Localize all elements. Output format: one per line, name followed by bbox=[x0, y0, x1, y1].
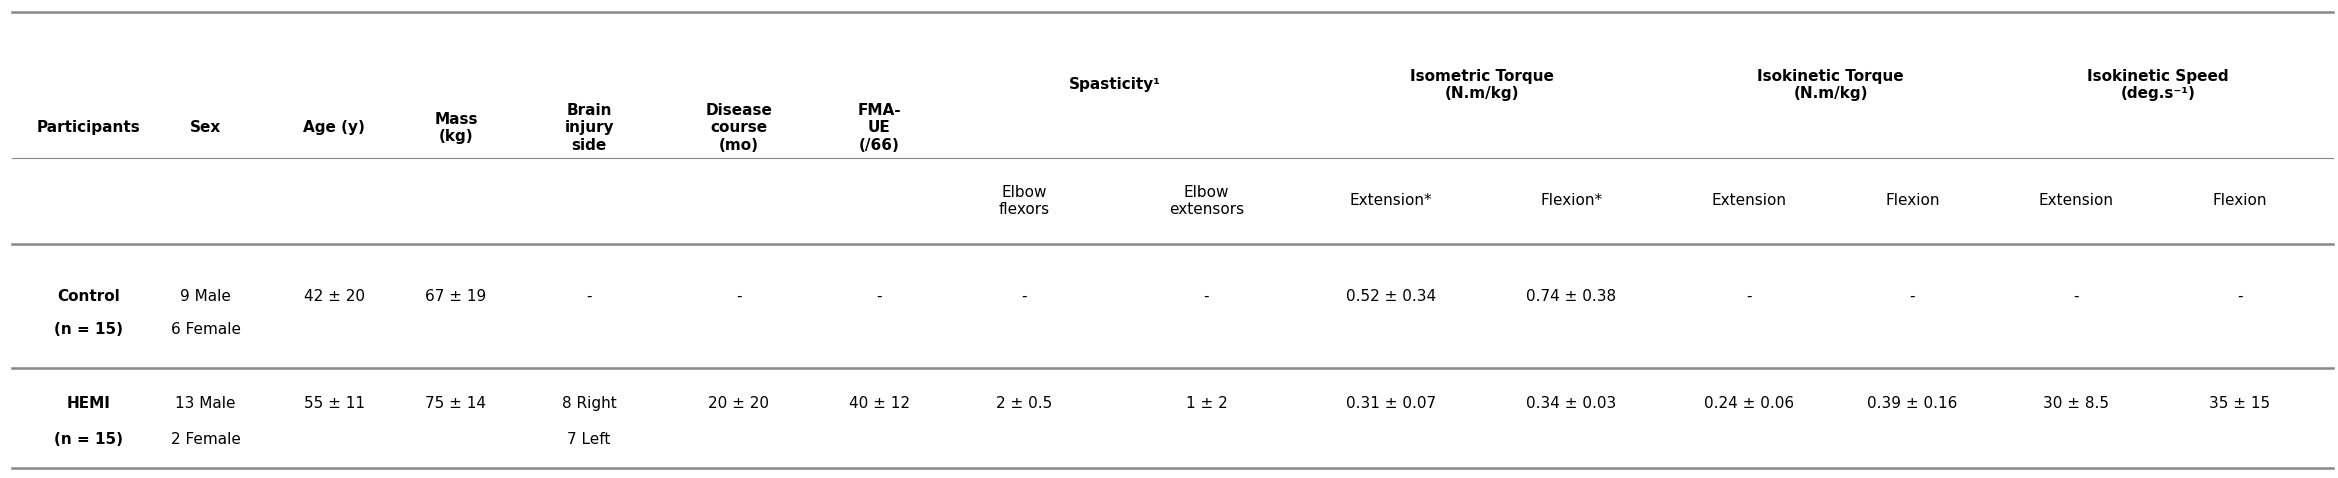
Text: Extension: Extension bbox=[2039, 193, 2114, 208]
Text: 0.52 ± 0.34: 0.52 ± 0.34 bbox=[1347, 289, 1436, 304]
Text: Age (y): Age (y) bbox=[304, 120, 365, 135]
Text: 42 ± 20: 42 ± 20 bbox=[304, 289, 365, 304]
Text: Brain
injury
side: Brain injury side bbox=[563, 103, 615, 153]
Text: -: - bbox=[1746, 289, 1751, 304]
Text: 35 ± 15: 35 ± 15 bbox=[2209, 396, 2270, 412]
Text: 30 ± 8.5: 30 ± 8.5 bbox=[2043, 396, 2109, 412]
Text: 20 ± 20: 20 ± 20 bbox=[708, 396, 769, 412]
Text: Sex: Sex bbox=[189, 120, 222, 135]
Text: Elbow
extensors: Elbow extensors bbox=[1169, 185, 1244, 217]
Text: Control: Control bbox=[58, 289, 119, 304]
Text: 0.31 ± 0.07: 0.31 ± 0.07 bbox=[1347, 396, 1436, 412]
Text: HEMI: HEMI bbox=[68, 396, 110, 412]
Text: Extension: Extension bbox=[1711, 193, 1786, 208]
Text: 1 ± 2: 1 ± 2 bbox=[1185, 396, 1227, 412]
Text: 40 ± 12: 40 ± 12 bbox=[849, 396, 909, 412]
Text: 9 Male: 9 Male bbox=[180, 289, 231, 304]
Text: -: - bbox=[2237, 289, 2242, 304]
Text: 0.74 ± 0.38: 0.74 ± 0.38 bbox=[1527, 289, 1616, 304]
Text: Elbow
flexors: Elbow flexors bbox=[998, 185, 1050, 217]
Text: 8 Right: 8 Right bbox=[561, 396, 617, 412]
Text: 13 Male: 13 Male bbox=[175, 396, 236, 412]
Text: -: - bbox=[736, 289, 741, 304]
Text: Flexion: Flexion bbox=[2212, 193, 2268, 208]
Text: -: - bbox=[877, 289, 881, 304]
Text: -: - bbox=[1204, 289, 1209, 304]
Text: Mass
(kg): Mass (kg) bbox=[435, 112, 477, 144]
Text: 0.39 ± 0.16: 0.39 ± 0.16 bbox=[1868, 396, 1957, 412]
Text: -: - bbox=[587, 289, 592, 304]
Text: 75 ± 14: 75 ± 14 bbox=[426, 396, 486, 412]
Text: Isokinetic Torque
(N.m/kg): Isokinetic Torque (N.m/kg) bbox=[1758, 69, 1903, 101]
Text: -: - bbox=[1022, 289, 1026, 304]
Text: Flexion: Flexion bbox=[1884, 193, 1941, 208]
Text: FMA-
UE
(/66): FMA- UE (/66) bbox=[858, 103, 900, 153]
Text: Spasticity¹: Spasticity¹ bbox=[1068, 77, 1162, 92]
Text: 7 Left: 7 Left bbox=[568, 432, 610, 447]
Text: 0.34 ± 0.03: 0.34 ± 0.03 bbox=[1527, 396, 1616, 412]
Text: 2 Female: 2 Female bbox=[171, 432, 241, 447]
Text: -: - bbox=[1910, 289, 1915, 304]
Text: Disease
course
(mo): Disease course (mo) bbox=[706, 103, 772, 153]
Text: 67 ± 19: 67 ± 19 bbox=[426, 289, 486, 304]
Text: 55 ± 11: 55 ± 11 bbox=[304, 396, 365, 412]
Text: -: - bbox=[2074, 289, 2078, 304]
Text: (n = 15): (n = 15) bbox=[54, 432, 124, 447]
Text: 6 Female: 6 Female bbox=[171, 322, 241, 337]
Text: Flexion*: Flexion* bbox=[1541, 193, 1602, 208]
Text: (n = 15): (n = 15) bbox=[54, 322, 124, 337]
Text: Isokinetic Speed
(deg.s⁻¹): Isokinetic Speed (deg.s⁻¹) bbox=[2088, 69, 2228, 101]
Text: 2 ± 0.5: 2 ± 0.5 bbox=[996, 396, 1052, 412]
Text: 0.24 ± 0.06: 0.24 ± 0.06 bbox=[1704, 396, 1793, 412]
Text: Participants: Participants bbox=[37, 120, 140, 135]
Text: Isometric Torque
(N.m/kg): Isometric Torque (N.m/kg) bbox=[1410, 69, 1555, 101]
Text: Extension*: Extension* bbox=[1349, 193, 1433, 208]
